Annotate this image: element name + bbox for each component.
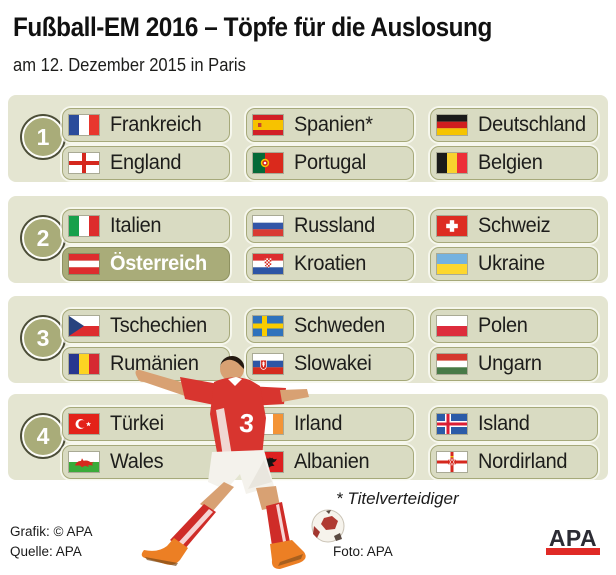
- flag-switzerland-icon: [436, 215, 468, 237]
- team-pill-ukraine: Ukraine: [430, 247, 598, 281]
- credit-quelle: Quelle: APA: [10, 544, 82, 559]
- footnote-titleholder: * Titelverteidiger: [336, 489, 459, 508]
- team-pill-island: Island: [430, 407, 598, 441]
- flag-france-icon: [68, 114, 100, 136]
- team-pill-schweiz: Schweiz: [430, 209, 598, 243]
- team-name: Kroatien: [294, 252, 367, 275]
- team-pill-ungarn: Ungarn: [430, 347, 598, 381]
- team-name: Türkei: [110, 412, 164, 435]
- flag-sweden-icon: [252, 315, 284, 337]
- pot-2-number-badge: 2: [22, 217, 64, 259]
- team-name: Portugal: [294, 151, 367, 174]
- flag-turkey-icon: [68, 413, 100, 435]
- football-icon: [311, 509, 345, 543]
- page-title: Fußball-EM 2016 – Töpfe für die Auslosun…: [13, 12, 492, 42]
- pot-1-number-badge: 1: [22, 116, 64, 158]
- team-name: Russland: [294, 214, 375, 237]
- team-pill-portugal: Portugal: [246, 146, 414, 180]
- team-pill-schweden: Schweden: [246, 309, 414, 343]
- team-name: Ungarn: [478, 352, 542, 375]
- team-pill-spanien: Spanien*: [246, 108, 414, 142]
- team-name: Belgien: [478, 151, 543, 174]
- team-name: Polen: [478, 314, 528, 337]
- pot-4-number-badge: 4: [22, 415, 64, 457]
- flag-iceland-icon: [436, 413, 468, 435]
- apa-logo: APA: [546, 527, 600, 555]
- team-name: Spanien*: [294, 113, 373, 136]
- team-pill-tuerkei: Türkei: [62, 407, 230, 441]
- flag-northern-ireland-icon: [436, 451, 468, 473]
- team-pill-nordirland: Nordirland: [430, 445, 598, 479]
- team-pill-kroatien: Kroatien: [246, 247, 414, 281]
- team-pill-slowakei: Slowakei: [246, 347, 414, 381]
- team-pill-belgien: Belgien: [430, 146, 598, 180]
- flag-england-icon: [68, 152, 100, 174]
- flag-spain-icon: [252, 114, 284, 136]
- team-pill-polen: Polen: [430, 309, 598, 343]
- flag-hungary-icon: [436, 353, 468, 375]
- pot-2-band: 2 Italien Russland Schweiz Österreich Kr…: [8, 196, 608, 283]
- flag-belgium-icon: [436, 152, 468, 174]
- team-name: Frankreich: [110, 113, 202, 136]
- team-name: Rumänien: [110, 352, 199, 375]
- flag-slovakia-icon: [252, 353, 284, 375]
- flag-poland-icon: [436, 315, 468, 337]
- team-name: Tschechien: [110, 314, 207, 337]
- apa-logo-red-bar-icon: [546, 548, 600, 555]
- team-pill-oesterreich-highlighted: Österreich: [62, 247, 230, 281]
- pot-2-pills: Italien Russland Schweiz Österreich Kroa…: [62, 209, 598, 281]
- pot-1-band: 1 Frankreich Spanien* Deutschland Englan…: [8, 95, 608, 182]
- page-subtitle: am 12. Dezember 2015 in Paris: [13, 55, 246, 75]
- flag-romania-icon: [68, 353, 100, 375]
- team-pill-russland: Russland: [246, 209, 414, 243]
- team-name: Island: [478, 412, 530, 435]
- pot-4-band: 4 Türkei Irland Island Wales Albanien: [8, 394, 608, 480]
- team-pill-deutschland: Deutschland: [430, 108, 598, 142]
- flag-ukraine-icon: [436, 253, 468, 275]
- team-name: Schweden: [294, 314, 385, 337]
- flag-croatia-icon: [252, 253, 284, 275]
- pot-4-pills: Türkei Irland Island Wales Albanien Nord…: [62, 407, 598, 479]
- team-name: Wales: [110, 450, 164, 473]
- team-name: Schweiz: [478, 214, 551, 237]
- team-pill-italien: Italien: [62, 209, 230, 243]
- team-name: Albanien: [294, 450, 370, 473]
- player-photo: 3: [135, 355, 345, 569]
- flag-italy-icon: [68, 215, 100, 237]
- team-pill-frankreich: Frankreich: [62, 108, 230, 142]
- team-pill-england: England: [62, 146, 230, 180]
- flag-wales-icon: [68, 451, 100, 473]
- team-name: Irland: [294, 412, 343, 435]
- team-name: Italien: [110, 214, 162, 237]
- team-name: Nordirland: [478, 450, 568, 473]
- credit-grafik: Grafik: © APA: [10, 524, 93, 539]
- pot-3-pills: Tschechien Schweden Polen Rumänien Slowa…: [62, 309, 598, 381]
- flag-germany-icon: [436, 114, 468, 136]
- pot-1-pills: Frankreich Spanien* Deutschland England …: [62, 108, 598, 180]
- team-name: England: [110, 151, 182, 174]
- flag-czechia-icon: [68, 315, 100, 337]
- apa-logo-text: APA: [548, 525, 598, 551]
- team-pill-wales: Wales: [62, 445, 230, 479]
- jersey-number: 3: [238, 407, 255, 438]
- flag-russia-icon: [252, 215, 284, 237]
- team-name: Österreich: [110, 252, 207, 275]
- pot-3-number-badge: 3: [22, 317, 64, 359]
- team-name: Ukraine: [478, 252, 545, 275]
- pot-3-band: 3 Tschechien Schweden Polen Rumänien Slo…: [8, 296, 608, 383]
- credit-foto: Foto: APA: [333, 544, 393, 559]
- team-name: Deutschland: [478, 113, 586, 136]
- team-name: Slowakei: [294, 352, 372, 375]
- flag-portugal-icon: [252, 152, 284, 174]
- team-pill-tschechien: Tschechien: [62, 309, 230, 343]
- flag-austria-icon: [68, 253, 100, 275]
